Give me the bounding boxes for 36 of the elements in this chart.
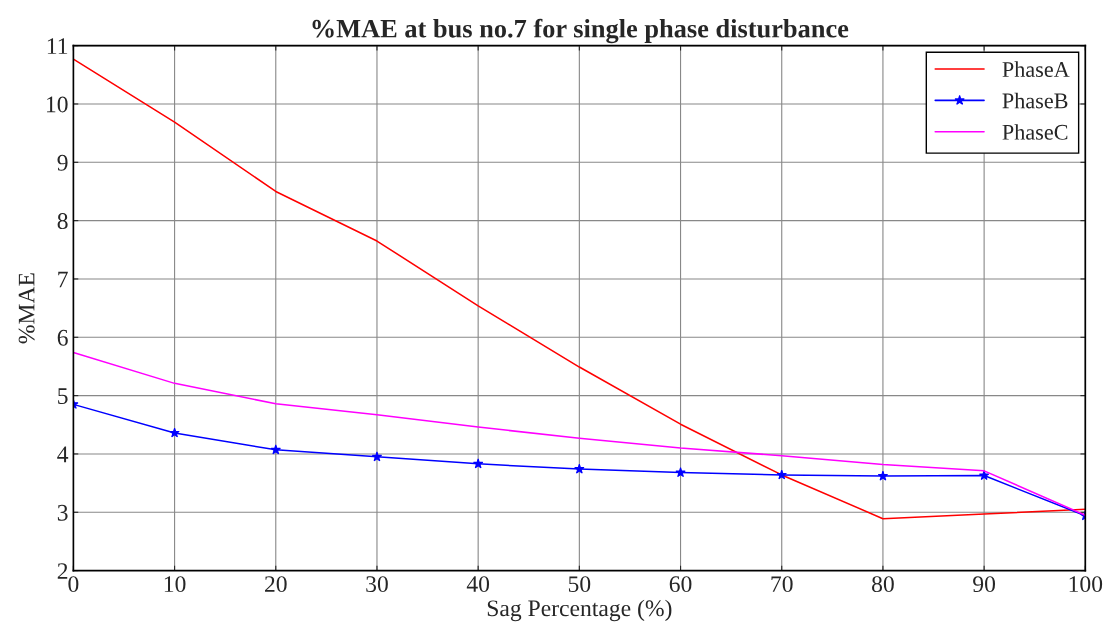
x-axis-title: Sag Percentage (%) [487,599,672,622]
point [574,463,585,474]
x-tick-label: 80 [872,576,894,593]
point [473,458,484,469]
y-tick-label: 5 [58,388,68,405]
x-tick-label: 60 [669,576,692,593]
x-tick-label: 70 [771,576,793,593]
x-tick-label: 0 [68,576,79,593]
legend-label: PhaseC [1002,124,1068,140]
x-tick-label: 50 [568,576,591,593]
x-tick-label: 20 [265,576,287,593]
y-tick-label: 3 [57,504,68,521]
x-tick-label: 10 [164,576,186,593]
line-series [73,58,1086,520]
point [776,469,787,480]
point [877,470,889,481]
y-tick-label: 6 [57,329,68,346]
y-tick-label: 8 [57,213,68,230]
x-tick-label: 30 [366,576,388,593]
y-tick-label: 11 [47,38,68,54]
y-tick-label: 9 [57,154,68,171]
point [371,451,383,462]
y-tick-label: 10 [47,96,68,113]
point [270,444,281,455]
point [675,467,686,478]
x-tick-label: 100 [1069,576,1103,593]
legend-label: PhaseB [1002,92,1068,109]
y-axis-title: %MAE [18,273,35,344]
chart-title: %MAE at bus no.7 for single phase disturbance [312,18,849,44]
y-tick-label: 2 [57,563,68,579]
y-tick-label: 4 [57,446,69,463]
x-tick-label: 40 [466,576,490,593]
point [169,427,180,438]
legend-label: PhaseA [1002,61,1070,77]
x-tick-label: 90 [973,576,996,593]
y-tick-label: 7 [58,271,68,288]
